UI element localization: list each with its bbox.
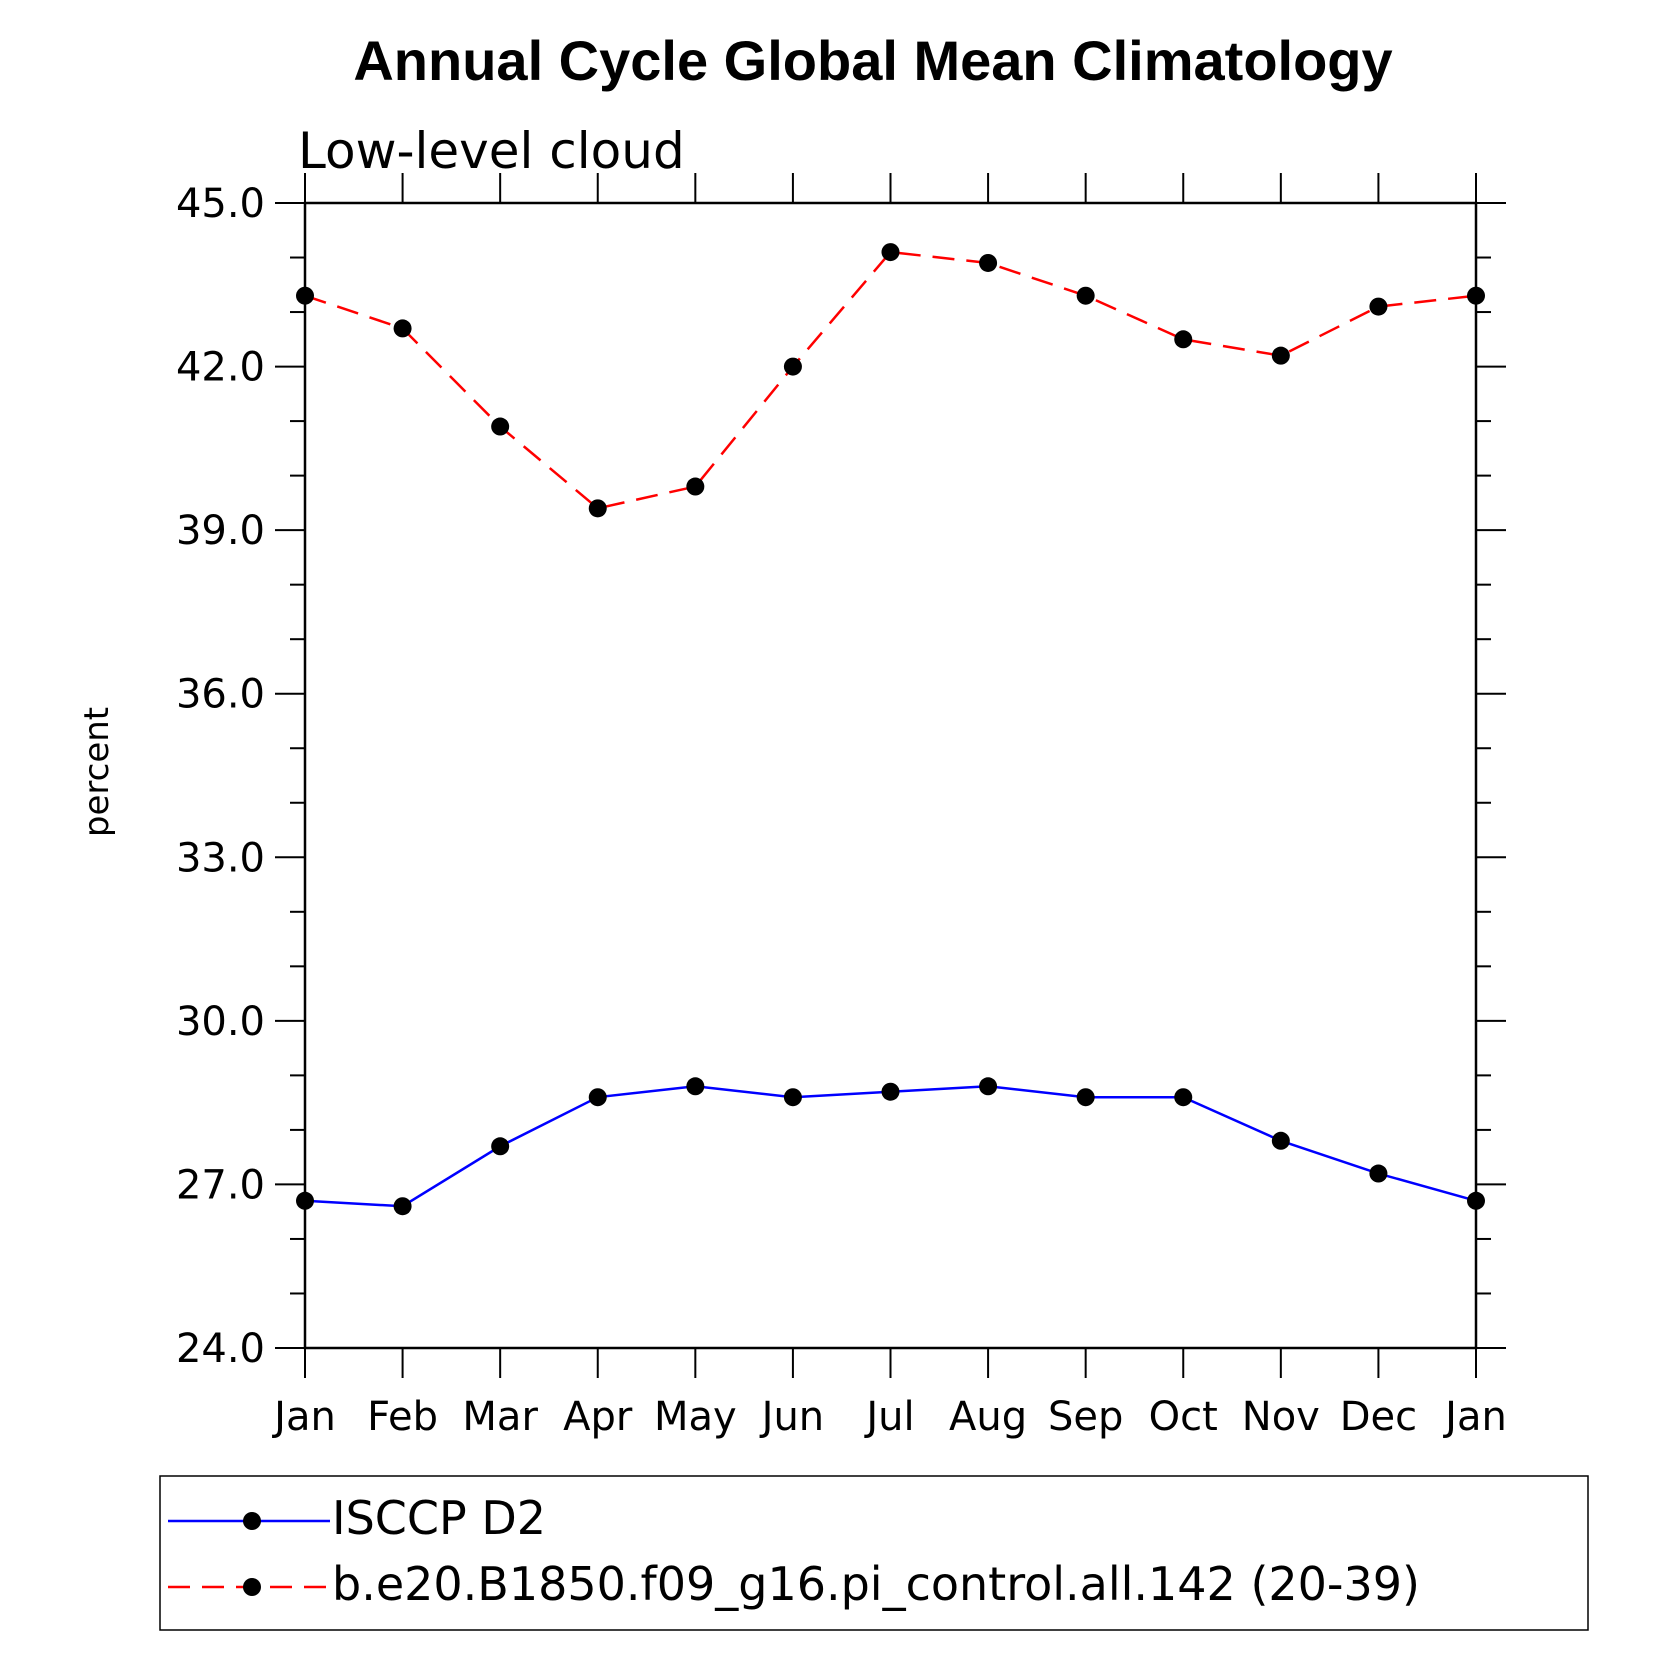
plot-area: 24.0 27.0 30.0 33.0 36.0 39.0 42.0 45.0 Jan Feb Ma… <box>176 173 1507 1440</box>
y-tick-label: 42.0 <box>176 345 265 391</box>
x-tick-label: Nov <box>1242 1394 1320 1440</box>
series-1-point <box>296 286 314 305</box>
series-0-point <box>491 1137 510 1156</box>
series-0-point <box>979 1077 998 1096</box>
series-0-point <box>881 1082 900 1101</box>
x-tick-label: Sep <box>1048 1394 1123 1440</box>
y-tick-label: 27.0 <box>176 1162 265 1208</box>
legend-label-0: ISCCP D2 <box>332 1491 546 1545</box>
series-line-1 <box>304 250 1477 510</box>
x-tick-label: Jul <box>863 1394 914 1440</box>
series-line-0 <box>304 1085 1477 1208</box>
y-tick-label: 33.0 <box>176 835 265 881</box>
y-tick-label: 39.0 <box>176 508 265 554</box>
series-0-point <box>1369 1164 1388 1183</box>
x-tick-label: Feb <box>367 1394 438 1440</box>
series-0-point <box>588 1088 607 1107</box>
series-1-point <box>588 499 607 518</box>
series-0-point <box>783 1088 802 1107</box>
series-0-point <box>1076 1088 1095 1107</box>
legend: ISCCP D2 b.e20.B1850.f09_g16.pi_control.… <box>159 1475 1589 1631</box>
x-tick-label: Aug <box>949 1394 1027 1440</box>
series-1-point <box>1467 286 1485 305</box>
x-tick-label: Oct <box>1149 1394 1218 1440</box>
y-tick-label: 36.0 <box>176 672 265 718</box>
series-1-point <box>783 357 802 376</box>
series-0-point <box>1174 1088 1193 1107</box>
x-tick-label: Apr <box>563 1394 633 1440</box>
series-0-point <box>686 1077 705 1096</box>
y-tick-label: 24.0 <box>176 1326 265 1372</box>
series-1-point <box>979 253 998 272</box>
series-1-point <box>1174 330 1193 349</box>
x-tick-label: May <box>654 1394 737 1440</box>
x-tick-label: Jan <box>271 1394 336 1440</box>
x-tick-label: Dec <box>1340 1394 1417 1440</box>
y-tick-label: 30.0 <box>176 999 265 1045</box>
series-1-point <box>1369 297 1388 316</box>
x-tick-label: Jan <box>1442 1394 1507 1440</box>
series-1-point <box>393 319 412 338</box>
series-1-point <box>1271 346 1290 365</box>
series-1-point <box>1076 286 1095 305</box>
x-tick-label: Jun <box>759 1394 825 1440</box>
series-0-point <box>393 1197 412 1216</box>
series-0-point <box>1271 1131 1290 1150</box>
chart-title: Annual Cycle Global Mean Climatology <box>353 29 1392 92</box>
series-1-point <box>491 417 510 436</box>
series-1-point <box>881 243 900 262</box>
series-0-point <box>296 1191 314 1210</box>
chart-subtitle: Low-level cloud <box>298 122 685 180</box>
series-1-point <box>686 477 705 496</box>
legend-swatch-marker-1 <box>243 1578 261 1596</box>
series-0-point <box>1467 1191 1485 1210</box>
y-axis-label: percent <box>77 707 117 837</box>
legend-label-1: b.e20.B1850.f09_g16.pi_control.all.142 (… <box>332 1557 1420 1611</box>
legend-swatch-marker-0 <box>243 1512 261 1530</box>
legend-box <box>159 1475 1589 1631</box>
plot-frame <box>303 201 1478 1350</box>
x-tick-label: Mar <box>462 1394 538 1440</box>
y-tick-label: 45.0 <box>176 181 265 227</box>
